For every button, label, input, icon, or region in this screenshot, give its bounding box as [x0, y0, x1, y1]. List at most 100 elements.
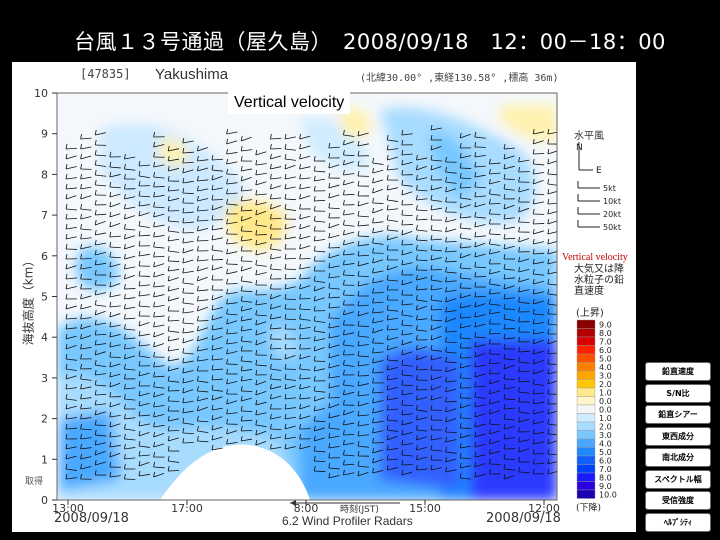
wind-barb — [489, 332, 501, 335]
wind-barb-flag — [299, 413, 301, 420]
side-button[interactable]: 南北成分 — [645, 448, 711, 467]
wind-barb — [211, 175, 223, 181]
wind-barb-flag — [65, 363, 68, 370]
wind-barb-flag — [328, 392, 331, 399]
wind-barb-flag — [503, 293, 506, 300]
wind-barb — [138, 294, 150, 297]
wind-barb — [255, 440, 267, 446]
wind-barb-flag — [167, 465, 170, 472]
wind-barb — [518, 188, 530, 193]
side-button[interactable]: ﾍﾙﾌﾟｼﾃｨ — [645, 512, 711, 532]
wind-barb — [65, 446, 77, 450]
wind-barb-flag — [503, 373, 506, 380]
wind-barb — [168, 367, 179, 372]
wind-barb-flag — [547, 458, 550, 465]
wind-barb-flag — [182, 367, 185, 374]
side-button[interactable]: 東西成分 — [645, 426, 711, 446]
y-tick-label: 4 — [41, 331, 48, 344]
wind-barb-flag — [124, 323, 126, 330]
wind-barb — [284, 198, 297, 201]
wind-barb — [284, 208, 296, 211]
wind-barb-flag — [503, 273, 506, 280]
scale-swatch — [576, 421, 596, 431]
wind-barb — [357, 224, 369, 227]
wind-barb-flag — [226, 178, 228, 185]
wind-barb-flag — [124, 273, 126, 280]
wind-barb — [445, 250, 457, 253]
wind-barb — [314, 286, 325, 292]
wind-barb-flag — [430, 154, 433, 161]
wind-barb — [460, 167, 472, 169]
wind-barb — [211, 266, 223, 271]
wind-barb — [489, 430, 501, 435]
wind-barb-flag — [489, 458, 491, 465]
wind-barb — [314, 407, 325, 412]
wind-barb — [226, 203, 238, 206]
wind-barb-flag — [124, 353, 126, 360]
wind-barb-flag — [386, 404, 389, 411]
wind-barb — [284, 268, 297, 271]
wind-barb-flag — [401, 219, 404, 226]
wind-barb-flag — [328, 242, 331, 249]
wind-barb-flag — [65, 283, 68, 290]
wind-barb-flag — [547, 328, 550, 335]
wind-barb — [211, 389, 223, 392]
wind-barb-flag — [109, 271, 112, 278]
wind-barb — [226, 313, 238, 316]
wind-barb-flag — [299, 373, 301, 380]
wind-barb-flag — [386, 214, 389, 221]
wind-barb-flag — [547, 128, 550, 135]
side-button[interactable]: S/N比 — [645, 383, 711, 403]
wind-barb-flag — [313, 315, 316, 322]
wind-barb-flag — [65, 203, 68, 210]
wind-barb — [445, 408, 457, 413]
wind-barb — [328, 474, 340, 479]
wind-barb-flag — [167, 325, 170, 332]
wind-barb-flag — [489, 228, 491, 235]
side-button[interactable]: 鉛直速度 — [645, 362, 711, 381]
wind-barb — [226, 192, 238, 195]
wind-barb-flag — [401, 419, 404, 426]
wind-barb-flag — [94, 139, 97, 146]
wind-barb-flag — [153, 311, 155, 318]
wind-barb-flag — [474, 461, 477, 468]
wind-barb — [314, 390, 326, 393]
wind-barb-flag — [343, 139, 345, 146]
wind-barb — [241, 300, 253, 303]
wind-barb — [533, 223, 545, 225]
wind-barb-flag — [357, 350, 360, 357]
wind-barb — [430, 349, 442, 352]
wind-barb-flag — [94, 129, 97, 136]
wind-barb-flag — [313, 245, 316, 252]
wind-barb — [65, 195, 77, 200]
wind-barb-flag — [372, 317, 374, 324]
wind-barb — [95, 220, 106, 226]
wind-barb-flag — [94, 379, 97, 386]
wind-barb-flag — [372, 407, 374, 414]
wind-barb-flag — [182, 357, 185, 364]
wind-barb — [138, 462, 150, 467]
wind-barb-flag — [255, 389, 258, 396]
wind-barb — [124, 297, 136, 300]
wind-barb-flag — [299, 133, 301, 140]
wind-barb-flag — [401, 389, 404, 396]
side-button[interactable]: 受信強度 — [645, 491, 711, 510]
side-button[interactable]: スペクトル幅 — [645, 469, 711, 489]
wind-barb — [518, 418, 530, 423]
wind-barb-flag — [518, 376, 520, 383]
wind-barb — [80, 466, 92, 470]
wind-barb — [343, 193, 355, 196]
wind-barb-flag — [153, 401, 155, 408]
wind-barb — [460, 237, 472, 240]
wind-barb-flag — [313, 435, 316, 442]
wind-barb-flag — [313, 445, 316, 452]
wind-barb — [533, 392, 545, 395]
wind-barb-flag — [503, 213, 506, 220]
wind-barb — [489, 193, 501, 196]
wind-barb-flag — [547, 378, 550, 385]
side-button[interactable]: 鉛直シアー — [645, 405, 711, 424]
wind-barb-flag — [401, 439, 404, 446]
wind-barb-flag — [328, 152, 331, 159]
wind-barb-flag — [489, 258, 491, 265]
wind-barb-flag — [445, 346, 447, 353]
